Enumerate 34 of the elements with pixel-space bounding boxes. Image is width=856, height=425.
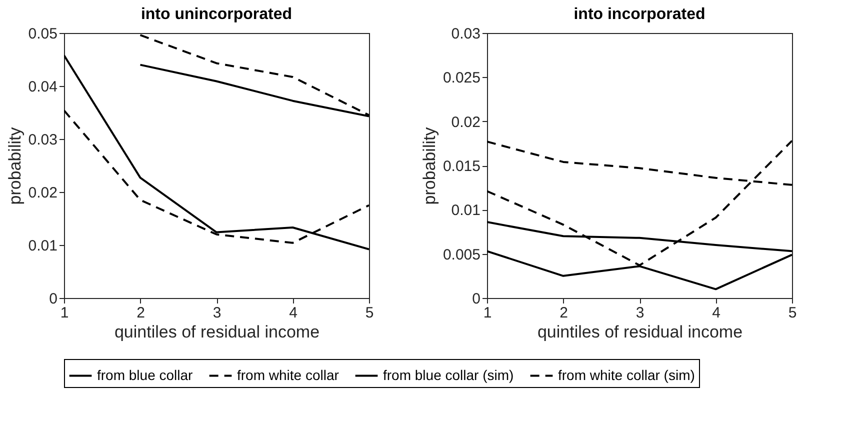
x-tick-label: 3 [636,304,644,322]
x-tick-label: 2 [560,304,568,322]
line-series [64,54,369,250]
x-axis-title: quintiles of residual income [114,322,320,342]
chart-title: into incorporated [574,6,706,23]
y-tick-label: 0.01 [28,238,58,254]
legend-label: from white collar [237,366,340,383]
y-axis-title: probability [5,126,24,205]
y-tick-label: 0.025 [442,70,480,87]
legend-label: from blue collar (sim) [383,366,514,383]
y-tick-label: 0.03 [451,26,480,42]
x-tick-label: 2 [136,304,145,322]
x-tick-label: 3 [212,304,222,322]
y-tick-label: 0.005 [442,246,480,264]
y-tick-label: 0.015 [442,158,480,175]
x-tick-label: 1 [483,304,492,322]
y-tick-label: 0.02 [28,184,58,202]
y-tick-label: 0.05 [28,26,58,42]
x-tick-label: 4 [712,304,720,322]
legend-label: from blue collar [97,366,194,383]
legend-label: from white collar (sim) [558,366,695,383]
y-tick-label: 0 [472,290,480,308]
x-tick-label: 1 [60,304,69,322]
x-tick-label: 5 [365,304,374,322]
y-tick-label: 0.02 [451,114,480,131]
x-axis-title: quintiles of residual income [537,322,743,342]
y-tick-label: 0.04 [28,78,58,96]
chart-title: into unincorporated [140,6,292,23]
y-axis-title: probability [420,126,439,205]
y-tick-label: 0.01 [451,202,480,220]
x-tick-label: 4 [289,304,298,322]
x-tick-label: 5 [788,304,797,322]
y-tick-label: 0 [49,290,58,308]
y-tick-label: 0.03 [28,132,58,148]
